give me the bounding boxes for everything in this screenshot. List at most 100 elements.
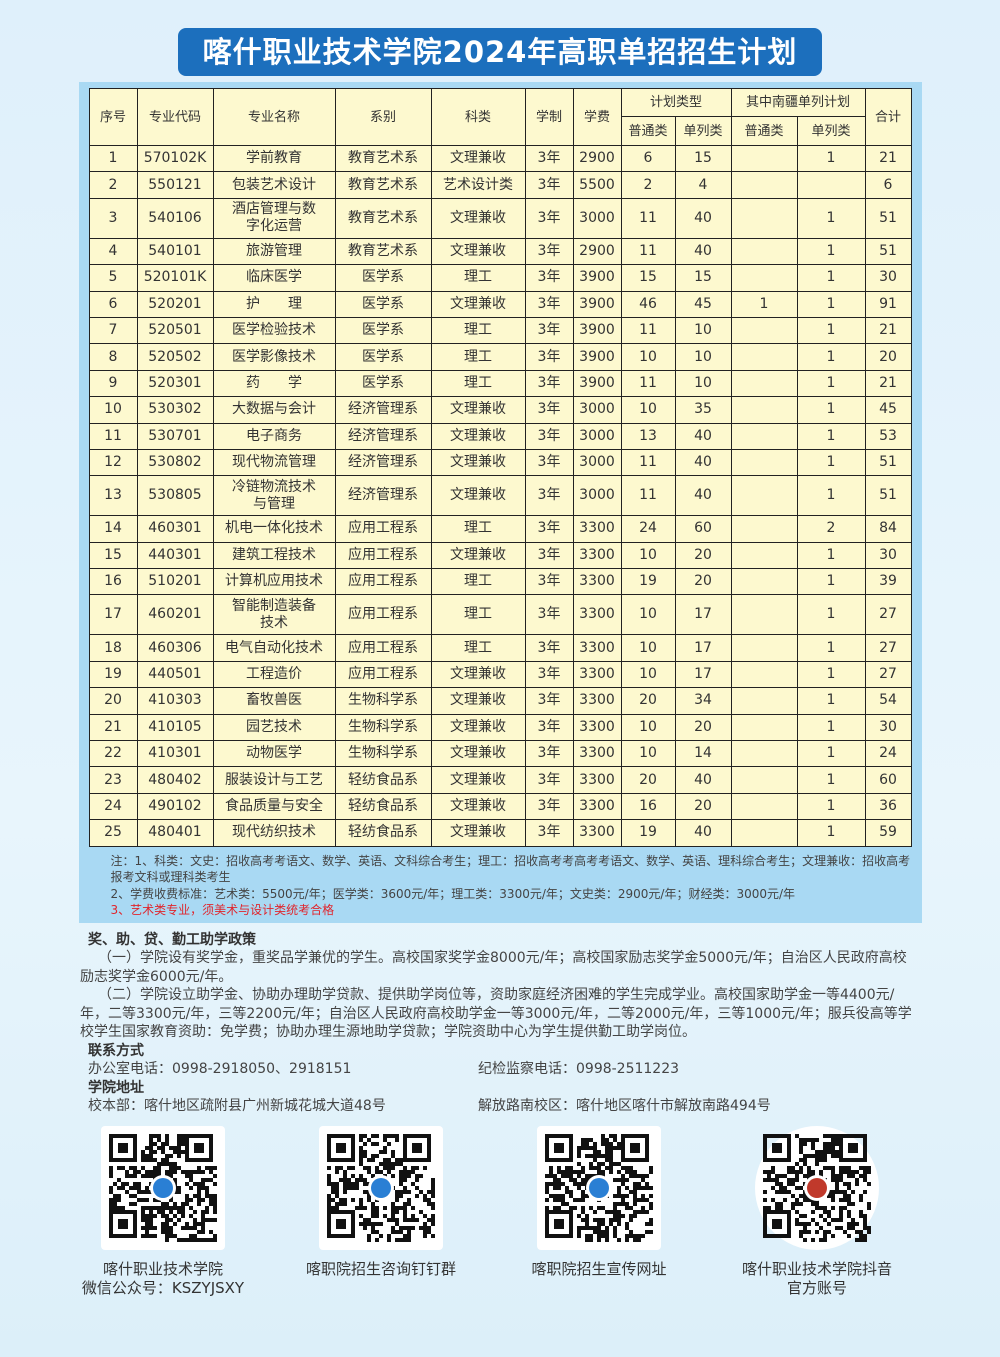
cell-name: 学前教育 bbox=[212, 144, 336, 173]
cell-south-regular bbox=[730, 171, 798, 199]
caption-line: 喀职院招生宣传网址 bbox=[531, 1259, 667, 1278]
table-notes: 注：1、科类：文史：招收高考考语文、数学、英语、文科综合考生；理工：招收高考考高… bbox=[83, 853, 918, 919]
cell-south-single: 1 bbox=[796, 422, 866, 450]
cell-plan-single: 20 bbox=[674, 541, 732, 570]
cell-code: 440301 bbox=[136, 541, 214, 570]
cell-plan-single: 10 bbox=[674, 343, 732, 371]
cell-name: 电子商务 bbox=[212, 422, 336, 450]
cell-total: 51 bbox=[864, 448, 912, 477]
note-3: 3、艺术类专业，须美术与设计类统考合格 bbox=[110, 903, 335, 918]
cell-name: 服装设计与工艺 bbox=[212, 766, 336, 794]
qr-pattern-icon bbox=[109, 1133, 217, 1242]
cell-plan-regular: 10 bbox=[620, 396, 676, 424]
cell-no: 6 bbox=[88, 290, 138, 318]
cell-plan-regular: 19 bbox=[620, 819, 676, 847]
cell-duration: 3年 bbox=[524, 343, 574, 371]
cell-dept: 应用工程系 bbox=[334, 515, 432, 543]
qr-dingtalk: 喀职院招生咨询钉钉群 bbox=[272, 1125, 490, 1298]
cell-duration: 3年 bbox=[524, 197, 574, 239]
cell-category: 理工 bbox=[430, 343, 526, 371]
douyin-qr-code[interactable] bbox=[755, 1125, 879, 1250]
cell-south-single: 1 bbox=[796, 197, 866, 239]
cell-plan-regular: 10 bbox=[620, 660, 676, 689]
cell-plan-regular: 11 bbox=[620, 448, 676, 477]
cell-duration: 3年 bbox=[524, 792, 574, 821]
cell-no: 10 bbox=[88, 396, 138, 424]
header-plan-type: 计划类型 bbox=[620, 88, 732, 117]
caption-line: 喀什职业技术学院 bbox=[102, 1259, 223, 1278]
cell-no: 2 bbox=[88, 171, 138, 199]
cell-category: 艺术设计类 bbox=[430, 171, 526, 199]
cell-duration: 3年 bbox=[524, 171, 574, 199]
cell-code: 410301 bbox=[136, 740, 214, 768]
cell-total: 84 bbox=[864, 515, 912, 543]
cell-category: 文理兼收 bbox=[430, 766, 526, 794]
qr-caption-wechat: 喀什职业技术学院 微信公众号：KSZYJSXY bbox=[58, 1260, 268, 1298]
cell-no: 11 bbox=[88, 422, 138, 450]
cell-name: 机电一体化技术 bbox=[212, 515, 336, 543]
cell-dept: 经济管理系 bbox=[334, 422, 432, 450]
cell-dept: 轻纺食品系 bbox=[334, 766, 432, 794]
cell-plan-regular: 19 bbox=[620, 568, 676, 596]
cell-plan-single: 15 bbox=[674, 144, 732, 173]
dingtalk-qr-code[interactable] bbox=[319, 1125, 443, 1250]
cell-code: 530302 bbox=[136, 396, 214, 424]
cell-code: 530805 bbox=[136, 475, 214, 517]
cell-code: 520301 bbox=[136, 369, 214, 398]
qr-caption-dingtalk: 喀职院招生咨询钉钉群 bbox=[276, 1260, 486, 1279]
cell-name: 食品质量与安全 bbox=[212, 792, 336, 821]
cell-duration: 3年 bbox=[524, 819, 574, 847]
policy-paragraph-1: （一）学院设有奖学金，重奖品学兼优的学生。高校国家奖学金8000元/年；高校国家… bbox=[80, 950, 907, 985]
table-row: 10 530302 大数据与会计 经济管理系 文理兼收 3年 3000 10 35 1 45 bbox=[88, 396, 912, 424]
cell-south-regular bbox=[730, 422, 798, 450]
table-row: 4 540101 旅游管理 教育艺术系 文理兼收 3年 2900 11 40 1 51 bbox=[88, 237, 912, 266]
website-qr-code[interactable] bbox=[537, 1125, 661, 1250]
cell-south-single: 1 bbox=[796, 819, 866, 847]
cell-plan-single: 35 bbox=[674, 396, 732, 424]
cell-fee: 3000 bbox=[572, 422, 622, 450]
cell-fee: 3300 bbox=[572, 740, 622, 768]
cell-code: 550121 bbox=[136, 171, 214, 199]
table-row: 22 410301 动物医学 生物科学系 文理兼收 3年 3300 10 14 1 24 bbox=[88, 740, 912, 768]
cell-plan-regular: 13 bbox=[620, 422, 676, 450]
cell-dept: 应用工程系 bbox=[334, 634, 432, 662]
cell-south-single: 1 bbox=[796, 343, 866, 371]
table-row: 18 460306 电气自动化技术 应用工程系 理工 3年 3300 10 17 1 27 bbox=[88, 634, 912, 662]
cell-south-single: 1 bbox=[796, 634, 866, 662]
cell-no: 24 bbox=[88, 792, 138, 821]
contact-heading: 联系方式 bbox=[88, 1042, 144, 1059]
cell-dept: 经济管理系 bbox=[334, 396, 432, 424]
cell-category: 理工 bbox=[430, 594, 526, 636]
cell-south-single: 1 bbox=[796, 740, 866, 768]
cell-total: 51 bbox=[864, 475, 912, 517]
cell-category: 理工 bbox=[430, 369, 526, 398]
cell-no: 1 bbox=[88, 144, 138, 173]
policy-paragraph-2: （二）学院设立助学金、协助办理助学贷款、提供助学岗位等，资助家庭经济困难的学生完… bbox=[80, 987, 912, 1041]
cell-category: 文理兼收 bbox=[430, 660, 526, 689]
cell-south-single: 1 bbox=[796, 290, 866, 318]
cell-code: 460201 bbox=[136, 594, 214, 636]
cell-category: 理工 bbox=[430, 568, 526, 596]
cell-name: 智能制造装备技术 bbox=[212, 594, 336, 636]
cell-plan-regular: 20 bbox=[620, 766, 676, 794]
cell-category: 文理兼收 bbox=[430, 713, 526, 742]
cell-south-single: 1 bbox=[796, 541, 866, 570]
wechat-qr-code[interactable] bbox=[101, 1125, 225, 1250]
cell-name: 园艺技术 bbox=[212, 713, 336, 742]
cell-plan-single: 15 bbox=[674, 264, 732, 292]
cell-fee: 3300 bbox=[572, 819, 622, 847]
cell-south-regular bbox=[730, 660, 798, 689]
header-dept: 系别 bbox=[334, 88, 432, 146]
cell-no: 25 bbox=[88, 819, 138, 847]
cell-duration: 3年 bbox=[524, 713, 574, 742]
cell-total: 51 bbox=[864, 237, 912, 266]
cell-plan-regular: 10 bbox=[620, 713, 676, 742]
cell-plan-regular: 10 bbox=[620, 343, 676, 371]
cell-fee: 3900 bbox=[572, 316, 622, 345]
cell-dept: 医学系 bbox=[334, 316, 432, 345]
cell-south-single: 1 bbox=[796, 660, 866, 689]
cell-no: 16 bbox=[88, 568, 138, 596]
cell-total: 45 bbox=[864, 396, 912, 424]
cell-code: 540101 bbox=[136, 237, 214, 266]
cell-category: 文理兼收 bbox=[430, 396, 526, 424]
